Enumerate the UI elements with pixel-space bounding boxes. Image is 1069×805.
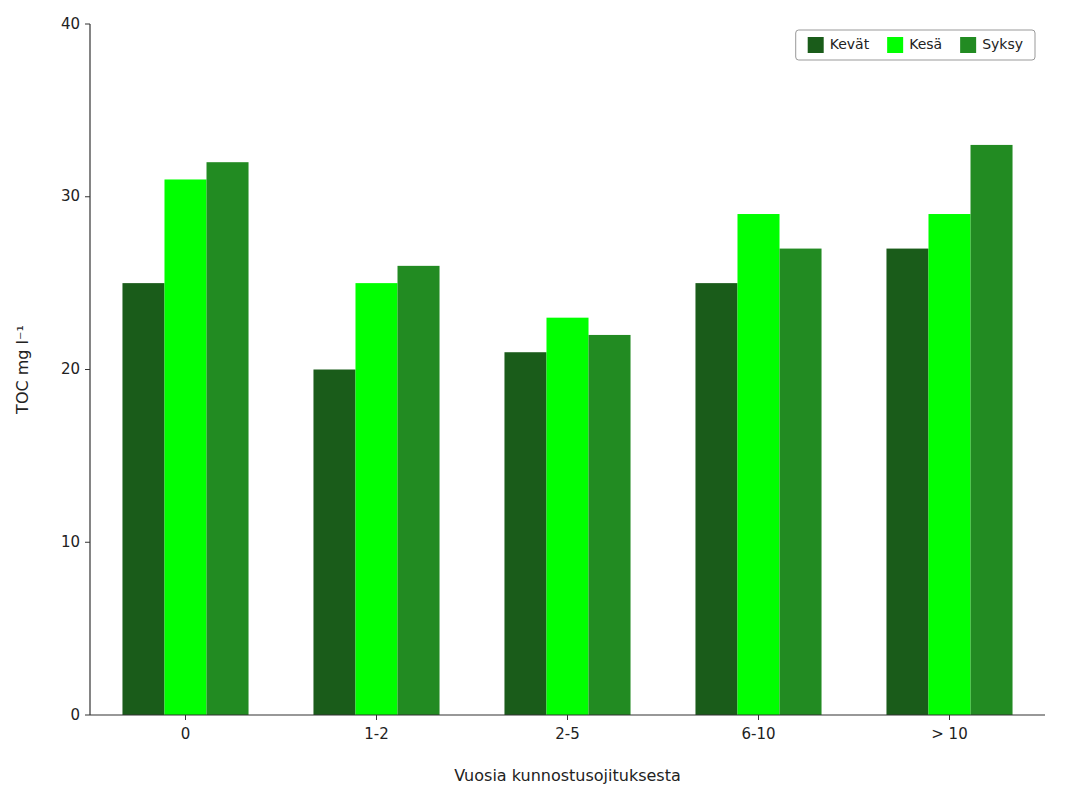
bar: [886, 249, 928, 715]
bar: [589, 335, 631, 715]
y-tick: [85, 542, 90, 543]
y-tick: [85, 196, 90, 197]
bar: [737, 214, 779, 715]
legend-swatch: [960, 37, 976, 53]
page: {"chart_data": {"type": "bar", "x_label"…: [0, 0, 1069, 805]
y-tick-label: 40: [61, 15, 80, 33]
legend: Kevät Kesä Syksy: [796, 30, 1035, 60]
bar: [355, 283, 397, 715]
legend-swatch: [887, 37, 903, 53]
bar: [313, 370, 355, 716]
bar: [546, 318, 588, 715]
y-tick-label: 20: [61, 360, 80, 378]
bar: [971, 145, 1013, 715]
bars: [122, 145, 1012, 715]
bar: [695, 283, 737, 715]
y-tick-label: 30: [61, 187, 80, 205]
bar: [398, 266, 440, 715]
y-tick: [85, 369, 90, 370]
x-tick-label: > 10: [931, 725, 967, 743]
x-axis-label: Vuosia kunnostusojituksesta: [454, 766, 680, 785]
y-tick: [85, 24, 90, 25]
bar: [780, 249, 822, 715]
legend-label: Kevät: [830, 36, 870, 52]
x-tick: [949, 715, 950, 720]
legend-label: Syksy: [982, 36, 1023, 52]
x-tick-label: 0: [181, 725, 191, 743]
chart-svg: 0 10 20 30 40 0 1-2 2-5 6-10 > 10 Vuosia kunnostus…: [0, 0, 1069, 805]
bar: [504, 352, 546, 715]
x-tick-label: 1-2: [364, 725, 389, 743]
bar: [164, 179, 206, 715]
legend-swatch: [808, 37, 824, 53]
x-tick: [185, 715, 186, 720]
y-tick-label: 0: [70, 706, 80, 724]
y-axis-label: TOC mg l⁻¹: [13, 325, 32, 415]
x-tick-label: 6-10: [741, 725, 775, 743]
x-tick: [758, 715, 759, 720]
x-tick: [376, 715, 377, 720]
x-tick: [567, 715, 568, 720]
legend-box: [796, 30, 1035, 60]
bar: [122, 283, 164, 715]
bar: [207, 162, 249, 715]
bar: [928, 214, 970, 715]
x-tick-label: 2-5: [555, 725, 580, 743]
y-tick: [85, 715, 90, 716]
legend-label: Kesä: [909, 36, 942, 52]
chart-container: 0 10 20 30 40 0 1-2 2-5 6-10 > 10 Vuosia kunnostus…: [0, 0, 1069, 805]
y-tick-label: 10: [61, 533, 80, 551]
